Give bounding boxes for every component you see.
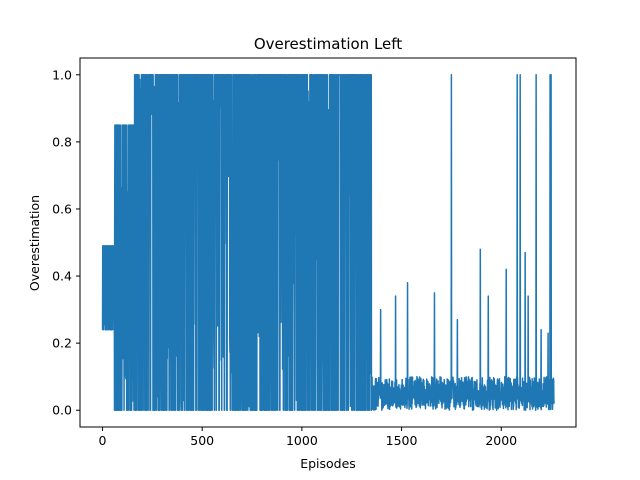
series-line-overestimation xyxy=(101,74,555,411)
x-tick-label: 1500 xyxy=(386,433,418,448)
y-tick-label: 0.2 xyxy=(52,336,72,351)
plot-frame xyxy=(79,57,577,428)
x-axis-ticks: 0 500 1000 1500 2000 xyxy=(99,427,517,448)
x-tick-label: 2000 xyxy=(485,433,517,448)
y-axis-ticks: 0.0 0.2 0.4 0.6 0.8 1.0 xyxy=(52,67,80,418)
y-tick-label: 0.4 xyxy=(52,269,72,284)
y-tick-label: 0.8 xyxy=(52,134,72,149)
x-tick-label: 0 xyxy=(99,433,107,448)
chart-title: Overestimation Left xyxy=(254,35,402,53)
y-tick-label: 0.6 xyxy=(52,201,72,216)
y-axis-label: Overestimation xyxy=(27,195,42,291)
plot-area: 0 500 1000 1500 2000 0.0 0.2 0.4 0.6 0.8 1.0 xyxy=(52,57,577,448)
x-tick-label: 500 xyxy=(190,433,214,448)
x-axis-label: Episodes xyxy=(300,456,356,471)
y-tick-label: 1.0 xyxy=(52,67,72,82)
y-tick-label: 0.0 xyxy=(52,403,72,418)
series-layer xyxy=(101,74,555,411)
x-tick-label: 1000 xyxy=(286,433,318,448)
